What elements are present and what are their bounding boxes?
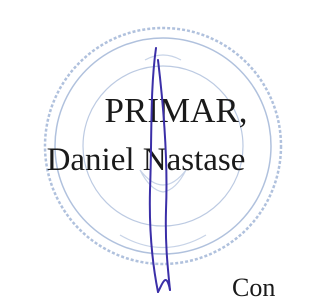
document-fragment: PRIMAR, Daniel Nastase Con	[0, 0, 297, 302]
trailing-text: Con	[232, 273, 275, 302]
signatory-name: Daniel Nastase	[47, 142, 246, 178]
signatory-title: PRIMAR,	[105, 91, 248, 130]
